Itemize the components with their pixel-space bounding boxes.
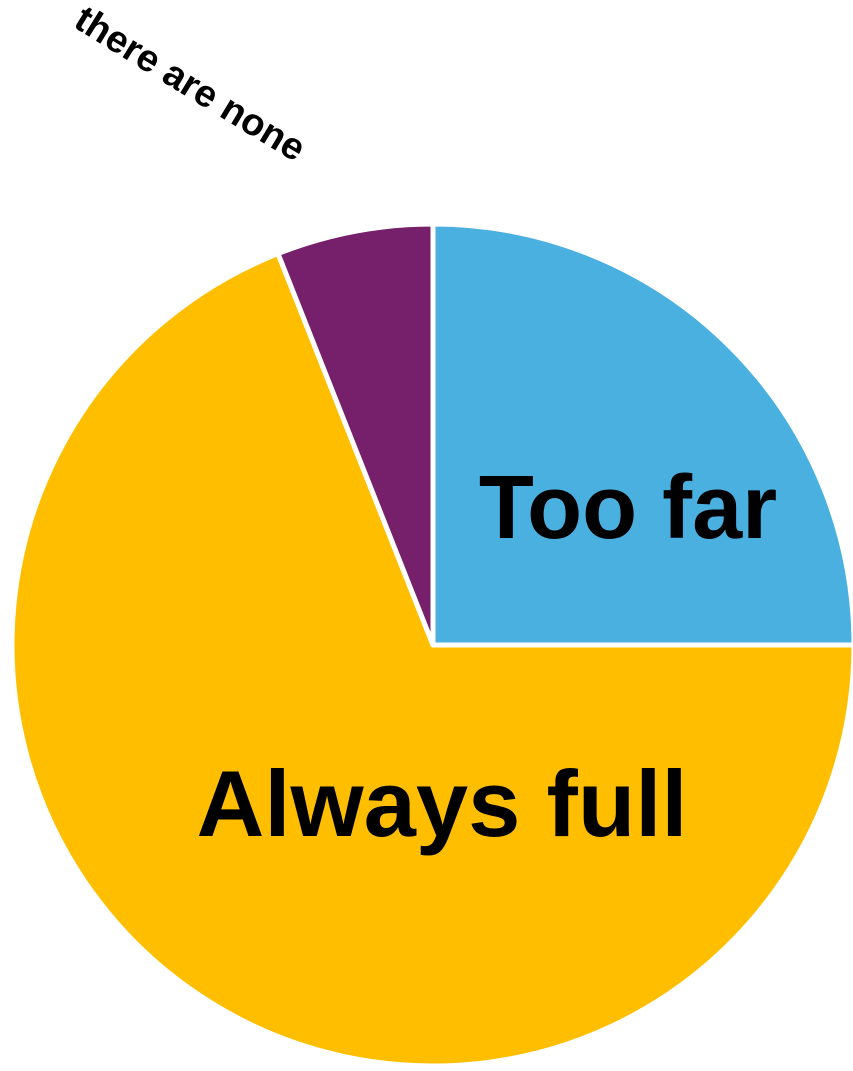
- slice-label-there-are-none-path: there are none: [67, 0, 312, 170]
- pie-slice-there-are-none: [275, 221, 436, 648]
- slice-label-always-full: Always full: [196, 751, 687, 856]
- pie-slices: [9, 221, 853, 1069]
- slice-label-too-far: Too far: [479, 458, 777, 558]
- pie-slice-too-far: [430, 221, 853, 648]
- slice-label-there-are-none: there are none: [67, 0, 312, 170]
- pie-slice-always-full: [9, 251, 853, 1069]
